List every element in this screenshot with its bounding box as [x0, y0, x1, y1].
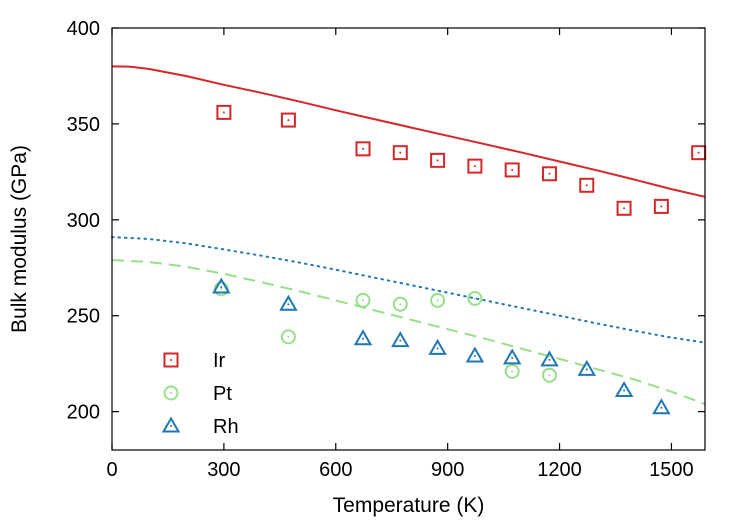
solid-model-curve [111, 65, 706, 198]
point-ir [616, 200, 632, 216]
point-ir [392, 145, 408, 161]
point-rh [353, 329, 373, 346]
legend-label-pt: Pt [213, 383, 232, 405]
dashed-model-curve [111, 259, 706, 405]
axis-ticks: 0 300 600 900 1200 1500 200 250 300 350 400 [67, 18, 705, 481]
point-ir [653, 198, 669, 214]
point-pt [280, 329, 296, 345]
point-pt [355, 292, 371, 308]
x-tick-label: 0 [106, 459, 117, 481]
legend-marker-pt [163, 385, 179, 401]
point-pt [430, 292, 446, 308]
legend-label-ir: Ir [213, 350, 226, 372]
point-rh [428, 338, 447, 355]
y-tick-label: 350 [67, 114, 100, 136]
legend-marker-ir [163, 352, 179, 368]
point-ir [216, 104, 232, 120]
point-rh [540, 350, 559, 367]
point-ir [579, 177, 595, 193]
point-pt [392, 296, 408, 312]
y-tick-label: 400 [67, 18, 100, 40]
point-rh [279, 294, 298, 311]
point-ir [541, 166, 557, 182]
y-tick-label: 250 [67, 306, 100, 328]
y-tick-label: 200 [67, 402, 100, 424]
point-ir [691, 145, 707, 161]
legend-marker-rh [161, 416, 181, 433]
model-curves [111, 65, 706, 405]
point-rh [577, 359, 597, 376]
point-rh [391, 331, 410, 348]
x-axis-title: Temperature (K) [333, 494, 485, 517]
dotted-model-curve [111, 236, 706, 344]
point-rh [465, 346, 485, 363]
point-rh [614, 381, 634, 398]
legend-label-rh: Rh [213, 416, 239, 438]
point-ir [355, 141, 371, 157]
point-pt [467, 290, 483, 306]
point-ir [280, 112, 296, 128]
point-ir [504, 162, 520, 178]
plot-frame [111, 27, 706, 451]
x-tick-label: 900 [431, 459, 464, 481]
point-rh [212, 277, 231, 294]
point-ir [430, 152, 446, 168]
point-ir [467, 158, 483, 174]
data-points [212, 104, 707, 415]
y-axis-title: Bulk modulus (GPa) [8, 145, 31, 333]
y-tick-label: 300 [67, 210, 100, 232]
x-tick-label: 300 [207, 459, 240, 481]
point-rh [502, 348, 522, 365]
point-pt [541, 367, 557, 383]
legend: Ir Pt Rh [161, 350, 239, 438]
point-pt [504, 363, 520, 379]
x-tick-label: 1200 [537, 459, 582, 481]
x-tick-label: 600 [319, 459, 352, 481]
x-tick-label: 1500 [649, 459, 694, 481]
point-rh [652, 398, 671, 415]
